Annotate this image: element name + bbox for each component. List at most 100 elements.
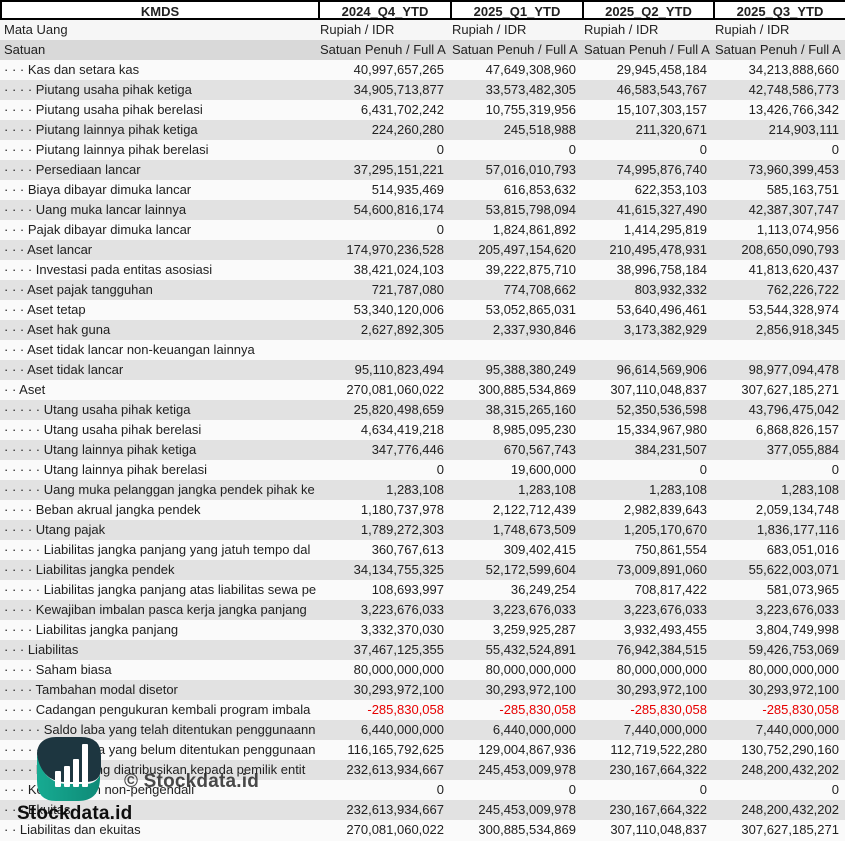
cell-value: 683,051,016	[766, 542, 839, 557]
cell-value: 307,110,048,837	[610, 822, 707, 837]
cell-value: 39,222,875,710	[485, 262, 576, 277]
period-header-q1-2025: 2025_Q1_YTD	[450, 2, 582, 18]
table-row: · · · Aset lancar 174,970,236,528 205,497,…	[0, 240, 845, 260]
cell-value: 0	[436, 462, 444, 477]
cell-value: 30,293,972,100	[616, 682, 707, 697]
cell-value	[450, 340, 582, 360]
table-row: · · · · Investasi pada entitas asosiasi 3…	[0, 260, 845, 280]
cell-value: 0	[436, 222, 444, 237]
cell-value: 0	[436, 142, 444, 157]
cell-value: 211,320,671	[635, 122, 707, 137]
row-label: · · · · Liabilitas jangka pendek	[4, 562, 175, 577]
cell-value: 42,387,307,747	[748, 202, 839, 217]
cell-value: 2,856,918,345	[755, 322, 839, 337]
cell-value: 1,748,673,509	[492, 522, 576, 537]
cell-value: 774,708,662	[503, 282, 576, 297]
cell-value: 80,000,000,000	[748, 662, 839, 677]
table-row: · · · · Utang pajak 1,789,272,303 1,748,67…	[0, 520, 845, 540]
cell-value: 54,600,816,174	[353, 202, 444, 217]
unit-row-label: Satuan	[4, 42, 46, 57]
unit-row: Satuan Satuan Penuh / Full A Satuan Penu…	[0, 40, 845, 60]
table-row: · · · · Tambahan modal disetor 30,293,972…	[0, 680, 845, 700]
cell-value: 116,165,792,625	[347, 742, 444, 757]
cell-value: 41,615,327,490	[616, 202, 707, 217]
currency-row: Mata Uang Rupiah / IDR Rupiah / IDR Rupi…	[0, 20, 845, 40]
cell-value	[713, 340, 845, 360]
cell-value: 53,640,496,461	[616, 302, 707, 317]
cell-value: 616,853,632	[503, 182, 576, 197]
cell-value: 1,283,108	[649, 482, 707, 497]
cell-value: 307,627,185,271	[741, 382, 839, 397]
cell-value: 721,787,080	[371, 282, 444, 297]
cell-value: 245,453,009,978	[478, 802, 576, 817]
cell-value: 73,960,399,453	[748, 162, 839, 177]
row-label: · · · Aset tidak lancar	[4, 362, 124, 377]
row-label: · · · · Beban akrual jangka pendek	[4, 502, 201, 517]
cell-value: 36,249,254	[510, 582, 576, 597]
cell-value: 0	[568, 142, 576, 157]
cell-value: 3,932,493,455	[623, 622, 707, 637]
cell-value: 8,985,095,230	[492, 422, 576, 437]
cell-value: 232,613,934,667	[346, 802, 444, 817]
cell-value: 224,260,280	[371, 122, 444, 137]
cell-value: 41,813,620,437	[748, 262, 839, 277]
cell-value: 1,836,177,116	[756, 522, 839, 537]
table-row: · · · Liabilitas 37,467,125,355 55,432,524…	[0, 640, 845, 660]
cell-value: 13,426,766,342	[748, 102, 839, 117]
cell-value: 581,073,965	[766, 582, 839, 597]
table-row: · · · Ekuitas 232,613,934,667 245,453,009,…	[0, 800, 845, 820]
table-row: · · · · Saham biasa 80,000,000,000 80,000,…	[0, 660, 845, 680]
cell-value: -285,830,058	[630, 702, 707, 717]
cell-value: 6,868,826,157	[755, 422, 839, 437]
table-row: · · · · · Uang muka pelanggan jangka pen…	[0, 480, 845, 500]
table-row: · · · · Beban akrual jangka pendek 1,180,…	[0, 500, 845, 520]
cell-value: 80,000,000,000	[485, 662, 576, 677]
cell-value: 245,453,009,978	[478, 762, 576, 777]
cell-value: 2,627,892,305	[360, 322, 444, 337]
cell-value: 80,000,000,000	[616, 662, 707, 677]
row-label: · · · · Kewajiban imbalan pasca kerja ja…	[4, 602, 307, 617]
row-label: · · · Pajak dibayar dimuka lancar	[4, 222, 192, 237]
cell-value: 4,634,419,218	[360, 422, 444, 437]
row-label: · · · Aset hak guna	[4, 322, 111, 337]
table-row: · · Liabilitas dan ekuitas 270,081,060,02…	[0, 820, 845, 840]
cell-value: 55,622,003,071	[748, 562, 839, 577]
cell-value: 34,134,755,325	[353, 562, 444, 577]
cell-value: 30,293,972,100	[353, 682, 444, 697]
cell-value: 25,820,498,659	[353, 402, 444, 417]
cell-value: 2,122,712,439	[492, 502, 576, 517]
table-row: · · · · Liabilitas jangka panjang 3,332,3…	[0, 620, 845, 640]
cell-value: 360,767,613	[371, 542, 444, 557]
cell-value: 59,426,753,069	[748, 642, 839, 657]
cell-value: 6,431,702,242	[360, 102, 444, 117]
row-label: · · · · Piutang lainnya pihak berelasi	[4, 142, 209, 157]
cell-value: 7,440,000,000	[623, 722, 707, 737]
cell-value: 129,004,867,936	[478, 742, 576, 757]
row-label: · · · · Uang muka lancar lainnya	[4, 202, 187, 217]
table-row: · · · · Kewajiban imbalan pasca kerja ja…	[0, 600, 845, 620]
cell-value: -285,830,058	[762, 702, 839, 717]
cell-value: 1,789,272,303	[360, 522, 444, 537]
row-label: · · · · Saham biasa	[4, 662, 112, 677]
row-label: · · · Biaya dibayar dimuka lancar	[4, 182, 192, 197]
cell-value: 53,815,798,094	[485, 202, 576, 217]
table-row: · · · Pajak dibayar dimuka lancar 0 1,824,…	[0, 220, 845, 240]
cell-value: 0	[831, 142, 839, 157]
table-row: · · · · · Saldo laba yang belum ditentuk…	[0, 740, 845, 760]
row-label: · · · Liabilitas	[4, 642, 79, 657]
cell-value: -285,830,058	[367, 702, 444, 717]
cell-value: 43,796,475,042	[748, 402, 839, 417]
table-row: · · · · · Utang usaha pihak berelasi 4,63…	[0, 420, 845, 440]
cell-value: 6,440,000,000	[492, 722, 576, 737]
cell-value: 248,200,432,202	[741, 762, 839, 777]
cell-value: 0	[568, 782, 576, 797]
currency-value: Rupiah / IDR	[452, 22, 527, 37]
table-row: · · · · · Utang lainnya pihak berelasi 0 1…	[0, 460, 845, 480]
cell-value: 1,113,074,956	[756, 222, 839, 237]
table-row: · · · Aset pajak tangguhan 721,787,080 774…	[0, 280, 845, 300]
cell-value: 245,518,988	[503, 122, 576, 137]
cell-value: 34,213,888,660	[748, 62, 839, 77]
period-header-q2-2025: 2025_Q2_YTD	[582, 2, 713, 18]
row-label: · · · · Tambahan modal disetor	[4, 682, 178, 697]
